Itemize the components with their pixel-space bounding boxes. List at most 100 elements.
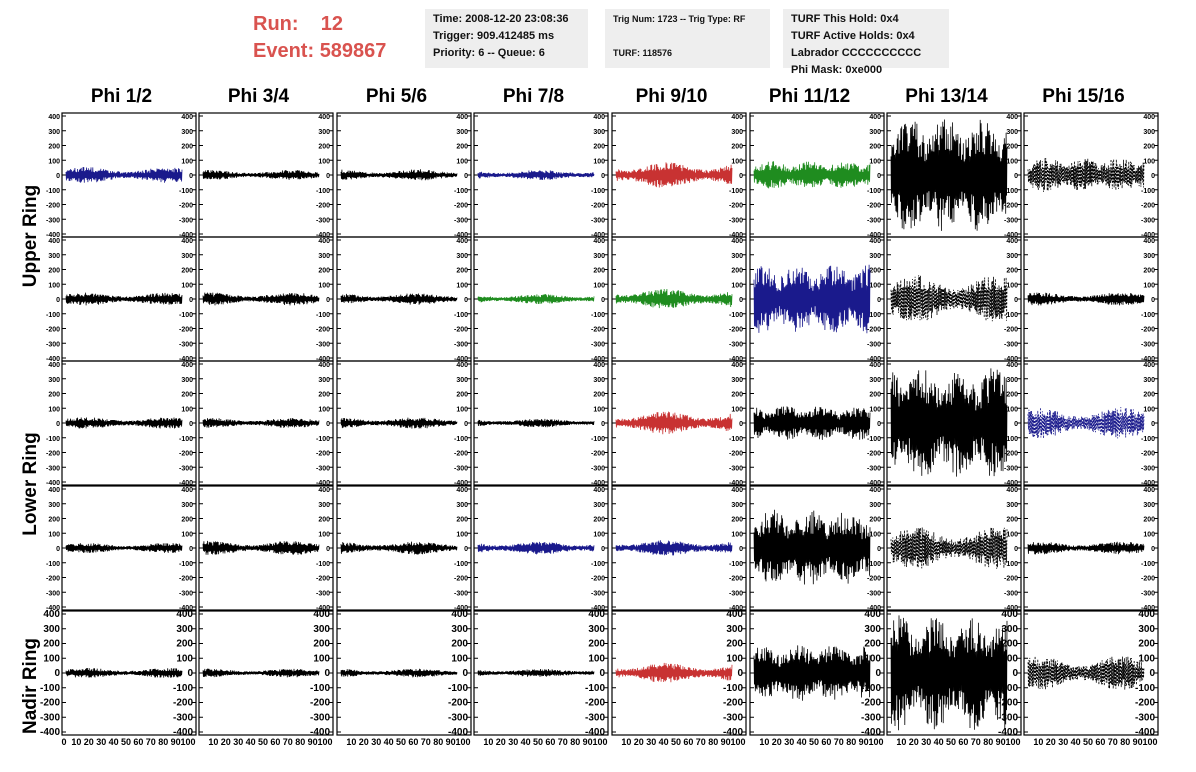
y-tick-label: 100 (1006, 406, 1018, 413)
y-tick-label: 0 (324, 668, 330, 679)
waveform-trace (890, 368, 1008, 477)
y-tick-label: 400 (1143, 238, 1155, 245)
y-tick-label: 300 (451, 624, 468, 635)
y-tick-label: 300 (313, 624, 330, 635)
x-tick-label: 30 (646, 737, 656, 747)
y-tick-label: -400 (591, 480, 605, 487)
x-tick-label: 40 (384, 737, 394, 747)
y-tick-label: 300 (869, 502, 881, 509)
y-tick-label: 400 (593, 238, 605, 245)
y-tick-label: -200 (46, 327, 60, 334)
column-header-phi-5-6: Phi 5/6 (365, 86, 428, 107)
x-tick-label: 60 (1095, 737, 1105, 747)
y-tick-label: -300 (1004, 217, 1018, 224)
y-tick-label: 0 (1151, 421, 1155, 428)
y-tick-label: -200 (454, 576, 468, 583)
y-tick-label: -200 (729, 576, 743, 583)
y-tick-label: -400 (1004, 480, 1018, 487)
y-tick-label: 400 (43, 609, 60, 620)
y-tick-label: -300 (723, 712, 743, 723)
y-tick-label: 0 (877, 546, 881, 553)
y-tick-label: 0 (1012, 668, 1018, 679)
y-tick-label: -300 (867, 465, 881, 472)
y-tick-label: 200 (731, 144, 743, 151)
x-tick-label: 10 (1033, 737, 1043, 747)
x-tick-label: 0 (61, 737, 66, 747)
trigger-text: Trigger: 909.412485 ms (433, 30, 555, 42)
y-tick-label: 0 (189, 546, 193, 553)
y-tick-label: -100 (454, 561, 468, 568)
x-tick-label: 70 (558, 737, 568, 747)
x-tick-label: 20 (634, 737, 644, 747)
y-tick-label: 300 (731, 377, 743, 384)
y-tick-label: 400 (593, 114, 605, 121)
y-tick-label: 200 (593, 268, 605, 275)
y-tick-label: 200 (869, 392, 881, 399)
y-tick-label: 100 (1143, 158, 1155, 165)
x-tick-label: 70 (696, 737, 706, 747)
y-tick-label: 400 (313, 609, 330, 620)
waveform-trace (890, 527, 1008, 569)
y-tick-label: 100 (726, 653, 743, 664)
panel-r3-c1: 400 400 300 300 200 200 100 100 0 0 -100 -100 -200 -2… (46, 360, 197, 487)
y-tick-label: 200 (48, 392, 60, 399)
y-tick-label: -200 (46, 451, 60, 458)
x-tick-label: 50 (121, 737, 131, 747)
x-tick-label: 100 (1142, 737, 1157, 747)
y-tick-label: -100 (1004, 188, 1018, 195)
waveform-trace (753, 161, 871, 189)
y-tick-label: -400 (729, 232, 743, 239)
y-tick-label: 400 (176, 609, 193, 620)
x-tick-label: 90 (446, 737, 456, 747)
y-tick-label: 0 (1014, 173, 1018, 180)
x-tick-label: 100 (1005, 737, 1020, 747)
y-tick-label: 200 (731, 517, 743, 524)
run-value: 12 (320, 13, 344, 35)
y-tick-label: 300 (731, 253, 743, 260)
y-tick-label: -100 (454, 436, 468, 443)
x-tick-label: 10 (346, 737, 356, 747)
column-header-phi-11-12: Phi 11/12 (768, 86, 851, 107)
y-tick-label: 300 (1006, 502, 1018, 509)
y-tick-label: 400 (1006, 487, 1018, 494)
y-tick-label: -300 (316, 341, 330, 348)
x-tick-label: 10 (759, 737, 769, 747)
x-tick-label: 80 (570, 737, 580, 747)
y-tick-label: -100 (179, 561, 193, 568)
y-tick-label: 0 (1149, 668, 1155, 679)
y-tick-label: -300 (591, 341, 605, 348)
panel-r2-c3: 400 300 200 100 0 -100 -200 -300 -400 (336, 236, 472, 363)
y-tick-label: 300 (869, 129, 881, 136)
y-tick-label: 200 (176, 639, 193, 650)
waveform-trace (890, 615, 1008, 731)
y-tick-label: 100 (456, 531, 468, 538)
y-tick-label: -300 (454, 217, 468, 224)
x-tick-label: 20 (909, 737, 919, 747)
x-tick-label: 30 (508, 737, 518, 747)
y-tick-label: -100 (173, 683, 193, 694)
y-tick-label: 200 (1006, 517, 1018, 524)
y-tick-label: -400 (591, 605, 605, 612)
x-tick-label: 40 (797, 737, 807, 747)
y-tick-label: -300 (316, 465, 330, 472)
y-tick-label: 100 (318, 282, 330, 289)
x-tick-label: 50 (809, 737, 819, 747)
panel-r3-c7: 400 300 200 100 0 -100 -200 -300 -400 (886, 360, 1022, 487)
waveform-trace (477, 541, 595, 555)
y-tick-label: -300 (1141, 590, 1155, 597)
y-tick-label: 400 (1143, 487, 1155, 494)
column-header-phi-1-2: Phi 1/2 (90, 86, 153, 107)
y-tick-label: 100 (48, 158, 60, 165)
y-tick-label: 300 (181, 129, 193, 136)
y-tick-label: 400 (181, 362, 193, 369)
y-tick-label: 0 (1151, 173, 1155, 180)
y-tick-label: 300 (1138, 624, 1155, 635)
y-tick-label: 0 (189, 173, 193, 180)
y-tick-label: 200 (1143, 144, 1155, 151)
y-tick-label: 400 (726, 609, 743, 620)
y-tick-label: -100 (867, 312, 881, 319)
y-tick-label: -100 (40, 683, 60, 694)
y-tick-label: 100 (451, 653, 468, 664)
y-tick-label: 200 (731, 392, 743, 399)
trig-type-text: Trig Num: 1723 -- Trig Type: RF (613, 14, 746, 24)
